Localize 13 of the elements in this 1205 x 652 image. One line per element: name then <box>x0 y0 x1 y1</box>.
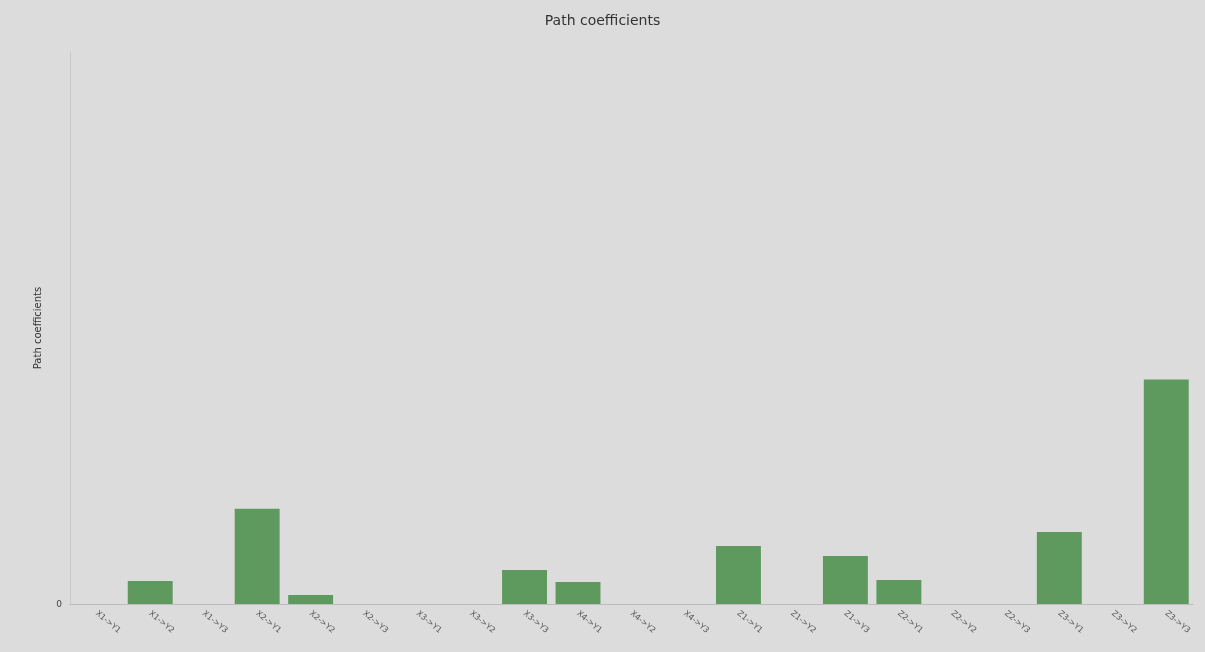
bar <box>715 545 761 604</box>
bar <box>502 569 548 604</box>
bar <box>288 595 334 604</box>
y-axis-title: Path coefficients <box>31 286 43 370</box>
bar <box>1143 379 1189 604</box>
chart-title: Path coefficients <box>544 12 661 28</box>
bar <box>1036 531 1082 604</box>
bar <box>876 579 922 604</box>
bar <box>822 555 868 604</box>
text: 0 <box>56 599 63 609</box>
bar <box>555 582 601 604</box>
bar <box>234 508 280 604</box>
bar <box>127 580 173 604</box>
